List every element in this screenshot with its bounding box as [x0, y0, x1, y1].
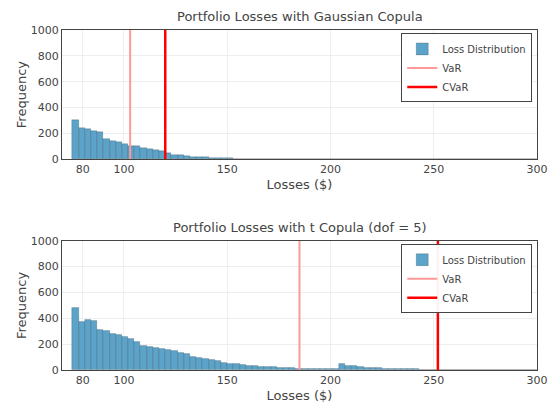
svg-text:600: 600 [38, 76, 59, 89]
svg-text:200: 200 [320, 374, 341, 387]
svg-text:400: 400 [38, 101, 59, 114]
svg-text:Losses ($): Losses ($) [267, 388, 333, 403]
svg-text:600: 600 [38, 286, 59, 299]
svg-text:0: 0 [52, 153, 59, 166]
svg-text:VaR: VaR [442, 274, 461, 285]
svg-text:800: 800 [38, 260, 59, 273]
svg-text:Portfolio Losses with t Copula: Portfolio Losses with t Copula (dof = 5) [173, 220, 427, 235]
svg-text:80: 80 [76, 163, 90, 176]
svg-text:Frequency: Frequency [14, 272, 29, 339]
svg-text:300: 300 [527, 374, 548, 387]
svg-text:300: 300 [527, 163, 548, 176]
svg-text:200: 200 [38, 127, 59, 140]
svg-text:250: 250 [423, 374, 444, 387]
svg-text:200: 200 [38, 338, 59, 351]
svg-text:80: 80 [76, 374, 90, 387]
svg-text:1000: 1000 [31, 235, 59, 248]
svg-text:150: 150 [217, 374, 238, 387]
svg-text:Loss Distribution: Loss Distribution [442, 44, 525, 55]
svg-text:CVaR: CVaR [442, 293, 468, 304]
svg-text:Losses ($): Losses ($) [267, 177, 333, 192]
svg-text:CVaR: CVaR [442, 82, 468, 93]
svg-text:1000: 1000 [31, 24, 59, 37]
svg-text:200: 200 [320, 163, 341, 176]
svg-text:250: 250 [423, 163, 444, 176]
svg-text:400: 400 [38, 312, 59, 325]
svg-text:150: 150 [217, 163, 238, 176]
svg-text:100: 100 [113, 374, 134, 387]
svg-text:100: 100 [113, 163, 134, 176]
svg-text:800: 800 [38, 50, 59, 63]
svg-text:Loss Distribution: Loss Distribution [442, 255, 525, 266]
svg-text:VaR: VaR [442, 63, 461, 74]
svg-text:Frequency: Frequency [14, 61, 29, 128]
svg-text:0: 0 [52, 364, 59, 377]
svg-text:Portfolio Losses with Gaussian: Portfolio Losses with Gaussian Copula [177, 9, 423, 24]
